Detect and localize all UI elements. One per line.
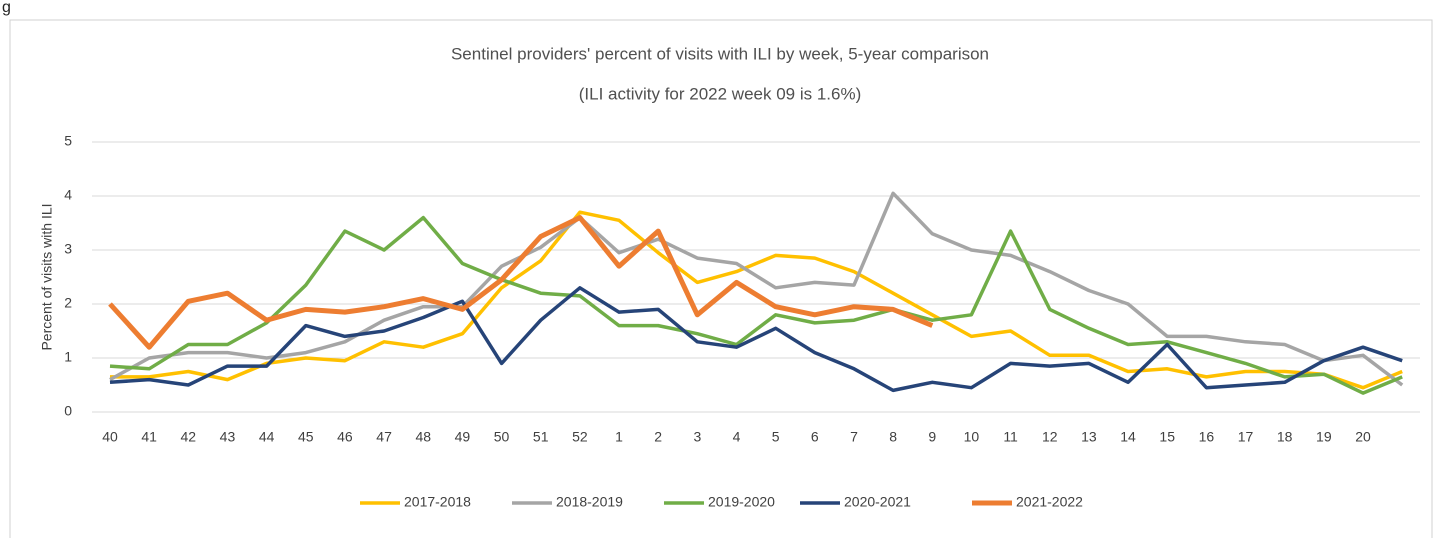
x-tick-label: 1 <box>615 429 623 445</box>
chart-border <box>9 19 1433 538</box>
series-line <box>109 191 1404 387</box>
y-tick-label: 4 <box>64 187 72 203</box>
legend-label: 2021-2022 <box>1016 494 1083 510</box>
x-tick-label: 41 <box>141 429 157 445</box>
x-tick-label: 40 <box>102 429 118 445</box>
caption-fragment: g <box>2 0 11 16</box>
x-tick-label: 20 <box>1355 429 1371 445</box>
chart-subtitle: (ILI activity for 2022 week 09 is 1.6%) <box>579 84 862 103</box>
x-tick-label: 9 <box>928 429 936 445</box>
y-axis-label: Percent of visits with ILI <box>39 203 55 350</box>
x-tick-label: 4 <box>733 429 741 445</box>
x-tick-label: 3 <box>693 429 701 445</box>
x-tick-label: 43 <box>220 429 236 445</box>
x-tick-label: 6 <box>811 429 819 445</box>
x-tick-label: 47 <box>376 429 392 445</box>
x-tick-label: 46 <box>337 429 353 445</box>
x-tick-label: 2 <box>654 429 662 445</box>
x-tick-label: 17 <box>1238 429 1254 445</box>
x-tick-label: 13 <box>1081 429 1097 445</box>
legend-label: 2018-2019 <box>556 494 623 510</box>
series-line <box>108 215 934 350</box>
x-tick-label: 42 <box>181 429 197 445</box>
x-tick-label: 50 <box>494 429 510 445</box>
y-tick-label: 2 <box>64 295 72 311</box>
series-line <box>109 215 1403 395</box>
y-tick-label: 1 <box>64 349 72 365</box>
series-line <box>110 210 1403 390</box>
legend-label: 2020-2021 <box>844 494 911 510</box>
x-tick-label: 49 <box>455 429 471 445</box>
x-tick-label: 18 <box>1277 429 1293 445</box>
x-tick-label: 5 <box>772 429 780 445</box>
x-tick-label: 16 <box>1199 429 1215 445</box>
x-tick-label: 15 <box>1159 429 1175 445</box>
x-tick-label: 11 <box>1003 429 1018 445</box>
x-tick-label: 48 <box>415 429 431 445</box>
legend-label: 2019-2020 <box>708 494 775 510</box>
x-tick-label: 12 <box>1042 429 1058 445</box>
chart-title: Sentinel providers' percent of visits wi… <box>451 44 989 63</box>
y-tick-label: 3 <box>64 241 72 257</box>
x-tick-label: 52 <box>572 429 588 445</box>
x-tick-label: 8 <box>889 429 897 445</box>
y-tick-label: 5 <box>64 133 72 149</box>
x-tick-label: 7 <box>850 429 858 445</box>
x-tick-label: 19 <box>1316 429 1332 445</box>
legend-label: 2017-2018 <box>404 494 471 510</box>
x-tick-label: 14 <box>1120 429 1136 445</box>
y-tick-label: 0 <box>64 403 72 419</box>
x-tick-label: 10 <box>964 429 980 445</box>
x-tick-label: 44 <box>259 429 275 445</box>
x-tick-label: 45 <box>298 429 314 445</box>
x-tick-label: 51 <box>533 429 549 445</box>
series-line <box>109 286 1403 393</box>
